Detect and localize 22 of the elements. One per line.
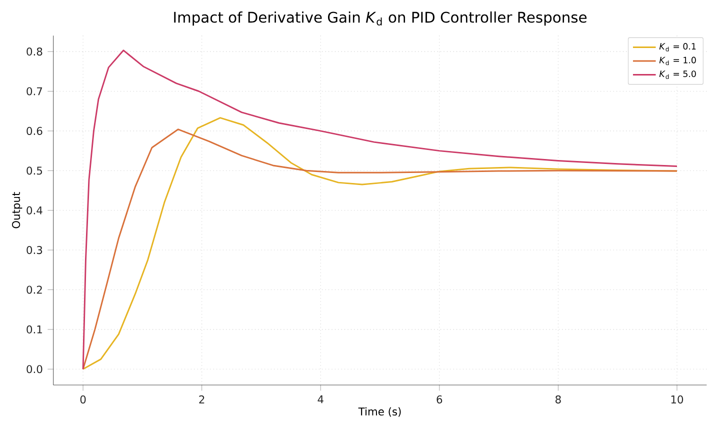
x-tick-label: 2 [199,395,204,404]
x-tick-label: 6 [436,395,442,404]
y-tick-label: 0.8 [26,48,42,56]
x-tick-label: 10 [671,395,684,404]
x-tick-label: 0 [80,395,86,404]
chart-title: Impact of Derivative Gain K$_{d}$ on PID Controller Response [174,11,587,26]
x-axis-title: Time (s) [358,407,401,417]
y-tick-label: 0.5 [26,166,42,175]
y-tick-label: 0.6 [26,126,42,135]
y-tick-label: 0.2 [26,286,42,294]
legend-label: K$_{d}$ = 0.1 [659,43,696,52]
legend-label: K$_{d}$ = 5.0 [659,70,696,79]
legend-label: K$_{d}$ = 1.0 [659,56,696,66]
y-axis-title: Output [12,192,22,228]
line-series [82,50,678,370]
y-tick-label: 0.1 [26,325,42,334]
x-tick-label: 8 [556,395,561,404]
y-tick-label: 0.0 [26,365,42,374]
y-tick-label: 0.3 [26,246,42,254]
y-tick-label: 0.7 [26,87,42,96]
y-tick-label: 0.4 [26,206,42,214]
x-tick-label: 4 [318,395,324,404]
